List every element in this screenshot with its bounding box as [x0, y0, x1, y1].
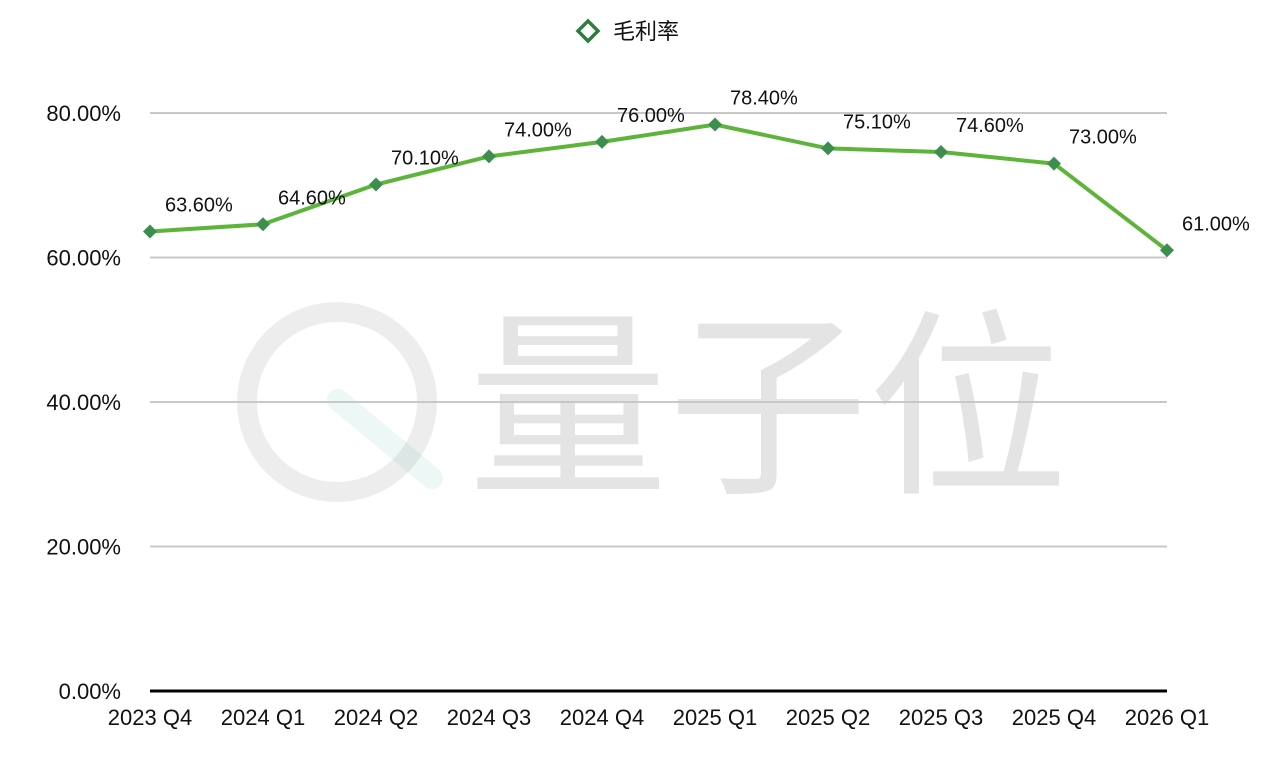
- data-label: 63.60%: [165, 194, 233, 216]
- x-tick-label: 2025 Q3: [899, 705, 983, 730]
- data-point-marker: [1047, 156, 1061, 171]
- data-point-marker: [1160, 243, 1174, 258]
- data-label: 74.60%: [956, 115, 1024, 137]
- gridlines: [150, 112, 1167, 693]
- data-labels: 63.60% 64.60% 70.10% 74.00% 76.00% 78.40% 75.1…: [165, 88, 1250, 236]
- data-point-marker: [934, 145, 948, 160]
- y-tick-label: 20.00%: [46, 535, 121, 560]
- y-axis: 0.00% 20.00% 40.00% 60.00% 80.00%: [46, 101, 121, 704]
- y-tick-label: 40.00%: [46, 390, 121, 415]
- watermark-q-tail: [327, 389, 443, 489]
- legend-diamond-icon: [575, 18, 601, 44]
- watermark-logo: 量子位: [237, 293, 1068, 526]
- y-tick-label: 0.00%: [59, 679, 121, 704]
- x-axis: 2023 Q4 2024 Q1 2024 Q2 2024 Q3 2024 Q4 2025 …: [108, 705, 1209, 730]
- x-tick-label: 2023 Q4: [108, 705, 192, 730]
- data-point-marker: [708, 117, 722, 132]
- legend: 毛利率: [575, 18, 679, 45]
- data-label: 61.00%: [1182, 213, 1250, 235]
- data-markers: [143, 117, 1174, 258]
- x-tick-label: 2025 Q2: [786, 705, 870, 730]
- series-line: [148, 122, 1169, 253]
- x-tick-label: 2024 Q1: [221, 705, 305, 730]
- data-point-marker: [256, 217, 270, 232]
- data-point-marker: [821, 141, 835, 156]
- data-point-marker: [369, 177, 383, 192]
- y-tick-label: 60.00%: [46, 246, 121, 271]
- data-label: 74.00%: [504, 119, 572, 141]
- x-tick-label: 2024 Q3: [447, 705, 531, 730]
- data-label: 70.10%: [391, 148, 459, 170]
- watermark-text: 量子位: [468, 293, 1068, 526]
- legend-label: 毛利率: [613, 20, 679, 45]
- data-label: 64.60%: [278, 187, 346, 209]
- x-tick-label: 2024 Q4: [560, 705, 644, 730]
- data-label: 75.10%: [843, 111, 911, 133]
- x-tick-label: 2025 Q1: [673, 705, 757, 730]
- data-point-marker: [595, 134, 609, 149]
- series-gross-margin: [148, 122, 1169, 253]
- y-tick-label: 80.00%: [46, 101, 121, 126]
- data-label: 73.00%: [1069, 127, 1137, 149]
- x-tick-label: 2026 Q1: [1125, 705, 1209, 730]
- data-point-marker: [143, 224, 157, 239]
- x-tick-label: 2024 Q2: [334, 705, 418, 730]
- data-label: 76.00%: [617, 105, 685, 127]
- data-point-marker: [482, 149, 496, 164]
- x-tick-label: 2025 Q4: [1012, 705, 1096, 730]
- data-label: 78.40%: [730, 88, 798, 110]
